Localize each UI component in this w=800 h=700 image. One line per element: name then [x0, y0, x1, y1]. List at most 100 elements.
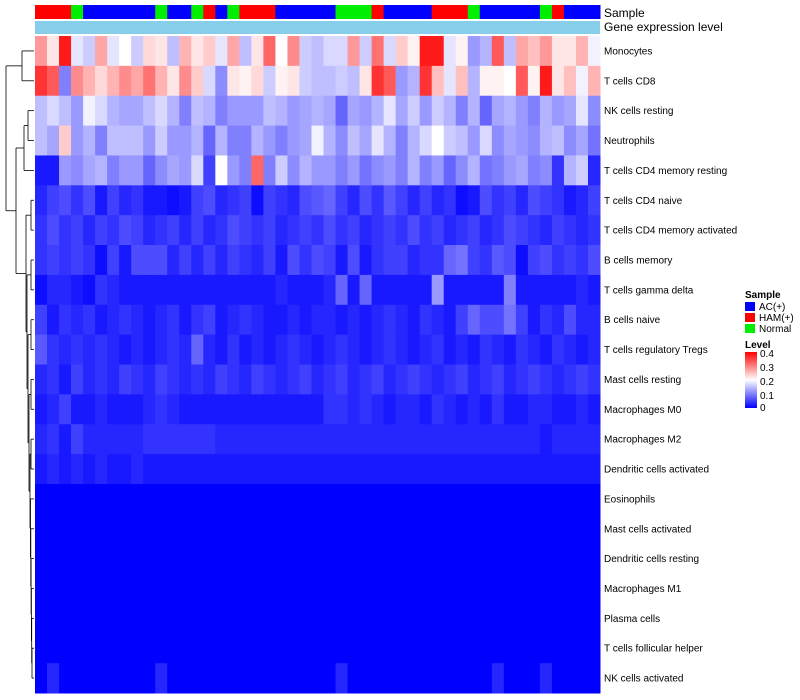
level-colorbar	[745, 352, 757, 408]
heatmap-cell	[287, 394, 300, 425]
sample-annotation-cell	[119, 5, 132, 19]
heatmap-cell	[59, 543, 72, 575]
heatmap-cell	[119, 65, 132, 97]
heatmap-cell	[167, 65, 180, 97]
heatmap-cell	[323, 573, 337, 604]
heatmap-cell	[119, 304, 132, 336]
sample-legend-title: Sample	[745, 290, 781, 301]
heatmap-cell	[95, 155, 108, 186]
heatmap-cell	[107, 215, 120, 246]
heatmap-cell	[227, 65, 240, 97]
heatmap-cell	[215, 95, 228, 127]
heatmap-cell	[59, 304, 72, 336]
heatmap-cell	[503, 424, 517, 455]
heatmap-cell	[239, 424, 252, 455]
heatmap-cell	[443, 274, 457, 306]
sample-annotation-cell	[215, 5, 228, 19]
heatmap-cell	[251, 125, 264, 156]
heatmap-cell	[179, 424, 192, 455]
heatmap-cell	[107, 633, 120, 664]
heatmap-cell	[263, 573, 276, 604]
heatmap-cell	[203, 36, 216, 67]
heatmap-cell	[479, 185, 493, 216]
heatmap-cell	[515, 274, 529, 306]
heatmap-cell	[251, 274, 264, 306]
sample-annotation-cell	[467, 5, 481, 19]
heatmap-cell	[251, 663, 264, 694]
heatmap-cell	[299, 483, 312, 515]
heatmap-cell	[443, 304, 457, 336]
heatmap-cell	[179, 274, 192, 306]
row-dendrogram	[5, 50, 34, 679]
heatmap-cell	[467, 454, 481, 485]
heatmap-cell	[455, 304, 469, 336]
heatmap-cell	[503, 304, 517, 336]
heatmap-cell	[539, 394, 553, 425]
heatmap-cell	[419, 274, 433, 306]
heatmap-cell	[479, 483, 493, 515]
row-label: Neutrophils	[604, 136, 655, 147]
heatmap-cell	[395, 663, 409, 694]
heatmap-cell	[203, 125, 216, 156]
heatmap-cell	[575, 364, 589, 395]
heatmap-cell	[275, 633, 288, 664]
heatmap-cell	[383, 663, 397, 694]
heatmap-cell	[539, 245, 553, 276]
heatmap-cell	[215, 454, 228, 485]
heatmap-cell	[179, 573, 192, 604]
heatmap-cell	[167, 36, 180, 67]
heatmap-cell	[155, 36, 168, 67]
heatmap-cell	[347, 663, 361, 694]
heatmap-cell	[407, 304, 421, 336]
heatmap-cell	[563, 95, 577, 127]
heatmap-cell	[539, 573, 553, 604]
heatmap-cell	[263, 185, 276, 216]
heatmap-cell	[143, 245, 156, 276]
heatmap-cell	[539, 543, 553, 575]
heatmap-cell	[107, 424, 120, 455]
heatmap-cell	[311, 95, 325, 127]
heatmap-cell	[587, 513, 601, 545]
heatmap-cell	[263, 155, 276, 186]
heatmap-cell	[35, 274, 48, 306]
heatmap-cell	[35, 65, 48, 97]
heatmap-cell	[155, 155, 168, 186]
heatmap-cell	[179, 394, 192, 425]
heatmap-cell	[479, 274, 493, 306]
heatmap-cell	[59, 125, 72, 156]
heatmap-cell	[503, 454, 517, 485]
heatmap-cell	[287, 215, 300, 246]
heatmap-cell	[467, 603, 481, 634]
heatmap-cell	[167, 603, 180, 634]
heatmap-cell	[107, 663, 120, 694]
heatmap-cell	[419, 603, 433, 634]
sample-annotation-cell	[71, 5, 84, 19]
heatmap-cell	[71, 274, 84, 306]
heatmap-cell	[143, 185, 156, 216]
heatmap-cell	[515, 125, 529, 156]
heatmap-cell	[383, 454, 397, 485]
heatmap-cell	[575, 483, 589, 515]
heatmap-cell	[275, 394, 288, 425]
heatmap-cell	[443, 394, 457, 425]
heatmap-cell	[203, 513, 216, 545]
sample-annotation-cell	[515, 5, 529, 19]
heatmap-cell	[359, 633, 373, 664]
heatmap-cell	[575, 245, 589, 276]
heatmap-cell	[95, 304, 108, 336]
heatmap-cell	[263, 603, 276, 634]
heatmap-cell	[407, 483, 421, 515]
heatmap-cell	[143, 95, 156, 127]
heatmap-cell	[323, 125, 337, 156]
heatmap-cell	[119, 663, 132, 694]
heatmap-cell	[575, 125, 589, 156]
heatmap-cell	[215, 513, 228, 545]
heatmap-cell	[563, 483, 577, 515]
heatmap-cell	[455, 633, 469, 664]
heatmap-cell	[83, 304, 96, 336]
heatmap-cell	[119, 334, 132, 365]
legend-swatch-ham	[745, 313, 755, 322]
heatmap-cell	[491, 95, 505, 127]
sample-annotation-cell	[323, 5, 337, 19]
heatmap-cell	[479, 36, 493, 67]
